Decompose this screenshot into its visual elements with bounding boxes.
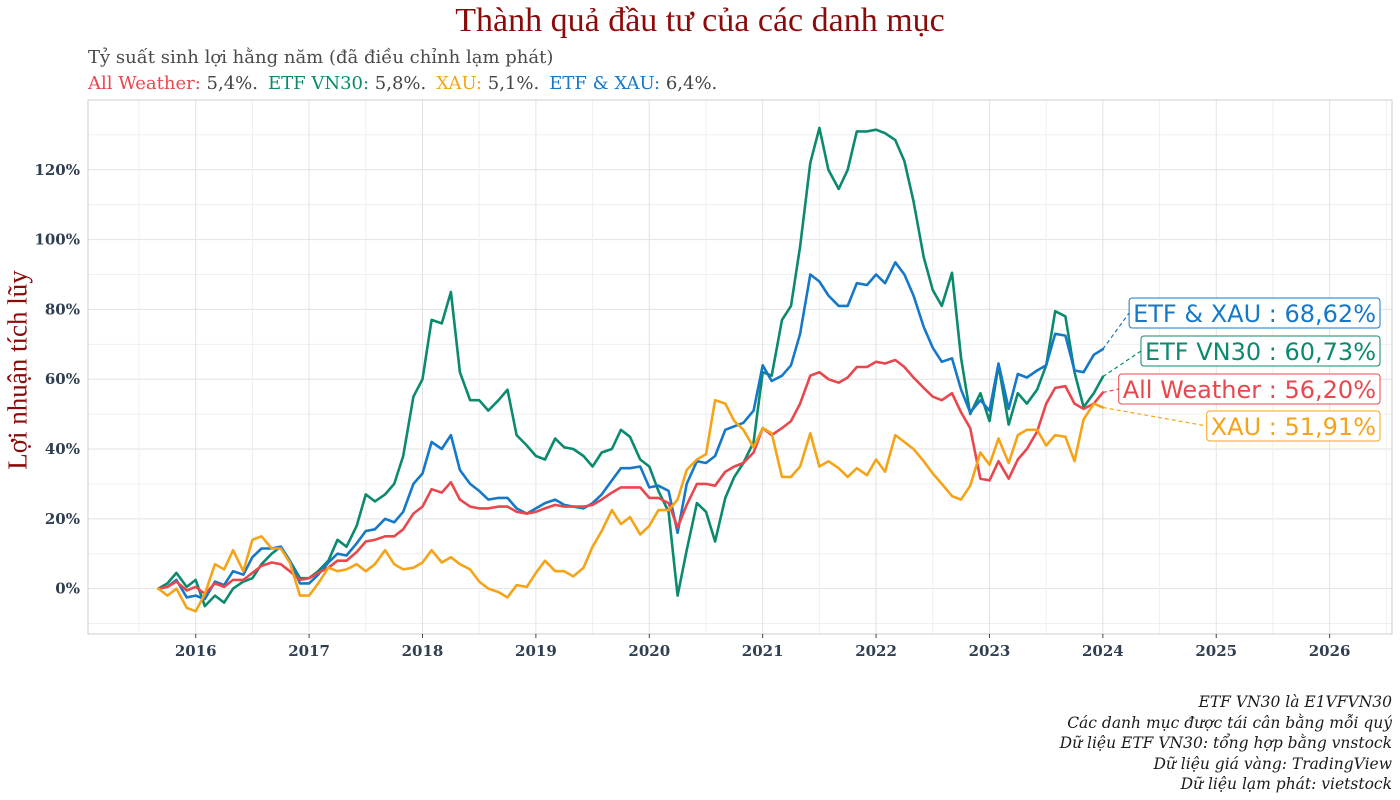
end-label-box [1206, 410, 1381, 442]
chart-subtitle: Tỷ suất sinh lợi hằng năm (đã điều chỉnh… [88, 47, 554, 68]
series-end-labels: ETF VN30 : 60,73% ETF & XAU : 68,62% All W… [1102, 297, 1381, 442]
source-note-line: Dữ liệu giá vàng: TradingView [1153, 754, 1392, 773]
x-tick-label: 2023 [969, 642, 1011, 660]
source-note-line: Dữ liệu lạm phát: vietstock [1180, 775, 1392, 793]
annual-return-item: ETF & XAU: 6,4%. [549, 73, 717, 94]
end-label-leader [1102, 350, 1142, 378]
plot-frame [87, 99, 1393, 635]
annual-return-item: XAU: 5,1%. [436, 73, 539, 94]
series-line [157, 398, 1105, 613]
annual-return-value: 5,4%. [200, 73, 258, 94]
x-tick-label: 2018 [402, 642, 444, 660]
end-label-text: ETF & XAU : 68,62% [1133, 300, 1376, 328]
annual-return-name: All Weather: [88, 73, 201, 94]
y-tick-label: 40% [45, 440, 80, 458]
annual-return-value: 5,1%. [482, 73, 540, 94]
chart-title: Thành quả đầu tư của các danh mục [455, 2, 945, 39]
y-tick-label: 60% [45, 370, 80, 388]
annual-return-name: XAU: [436, 73, 483, 94]
annual-return-name: ETF VN30: [268, 73, 370, 94]
end-label-text: All Weather : 56,20% [1123, 376, 1376, 404]
y-tick-labels: 0% 20% 40% 60% 80% 100% 120% [34, 161, 80, 598]
y-tick-label: 120% [34, 161, 80, 179]
annual-return-value: 5,8%. [369, 73, 427, 94]
source-note-line: Dữ liệu ETF VN30: tổng hợp bằng vnstock [1059, 734, 1392, 752]
x-tick-label: 2020 [628, 642, 670, 660]
y-tick-label: 80% [45, 300, 80, 318]
annual-return-name: ETF & XAU: [549, 73, 661, 94]
end-label-leader [1102, 406, 1207, 427]
series-line [157, 126, 1105, 608]
source-note-line: ETF VN30 là E1VFVN30 [1198, 693, 1392, 711]
x-tick-label: 2025 [1195, 642, 1237, 660]
end-label-box [1128, 297, 1381, 329]
end-label-text: ETF VN30 : 60,73% [1145, 338, 1376, 366]
x-tick-labels: 2016 2017 2018 2019 2020 2021 2022 2023 2024 2025… [175, 634, 1351, 660]
end-label-box [1118, 373, 1381, 405]
x-tick-label: 2026 [1309, 642, 1351, 660]
source-notes: ETF VN30 là E1VFVN30 Các danh mục được tá… [1060, 692, 1392, 795]
gridlines [88, 100, 1392, 634]
annual-return-item: ETF VN30: 5,8%. [268, 73, 426, 94]
x-tick-label: 2022 [855, 642, 897, 660]
x-tick-label: 2019 [515, 642, 557, 660]
annual-return-item: All Weather: 5,4%. [88, 73, 258, 94]
series-line [157, 261, 1105, 601]
y-tick-label: 0% [55, 580, 80, 598]
end-label-text: XAU : 51,91% [1211, 413, 1376, 441]
end-label-box [1140, 335, 1381, 367]
x-tick-label: 2017 [288, 642, 330, 660]
x-tick-label: 2016 [175, 642, 217, 660]
annual-return-value: 6,4%. [660, 73, 718, 94]
end-label-leader [1102, 388, 1119, 394]
annual-returns-line: All Weather: 5,4%. ETF VN30: 5,8%. XAU: 5,… [88, 73, 727, 94]
series-line [157, 358, 1105, 596]
end-label-leader [1102, 312, 1130, 350]
x-tick-label: 2021 [742, 642, 784, 660]
y-tick-label: 20% [45, 510, 80, 528]
x-tick-label: 2024 [1082, 642, 1124, 660]
series-lines [157, 126, 1105, 613]
y-tick-label: 100% [34, 231, 80, 249]
source-note-line: Các danh mục được tái cân bằng mỗi quý [1067, 713, 1392, 732]
